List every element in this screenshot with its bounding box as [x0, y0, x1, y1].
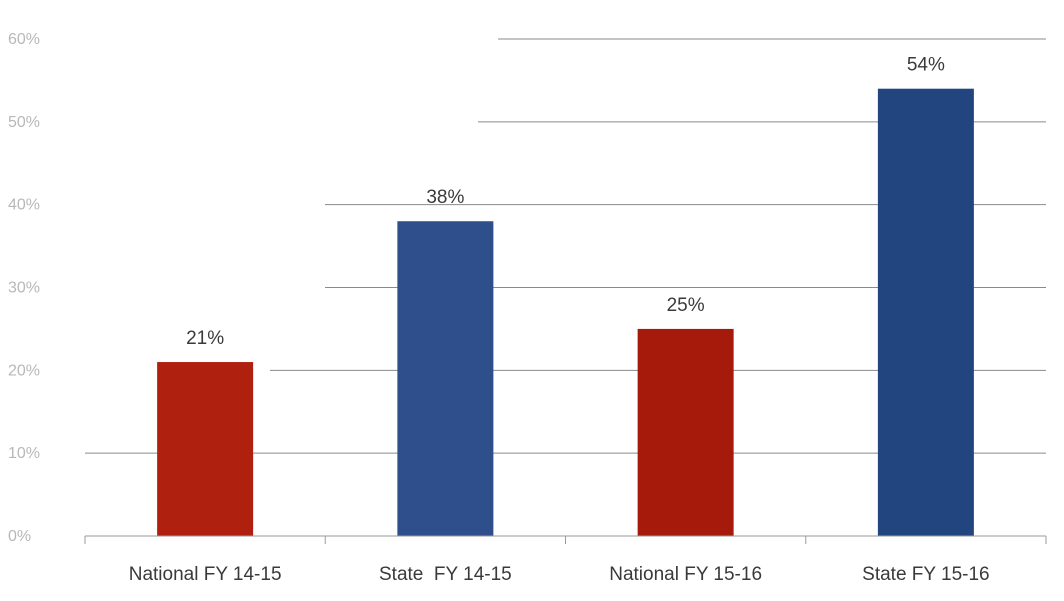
x-category-label: State FY 14-15 — [379, 564, 512, 585]
data-label: 25% — [667, 295, 705, 316]
x-category-label: National FY 14-15 — [129, 564, 282, 585]
data-label: 21% — [186, 328, 224, 349]
bar — [397, 221, 494, 536]
data-labels: 21% 38% 25% 54% — [186, 55, 945, 349]
y-tick-label: 20% — [8, 362, 40, 379]
y-tick-label: 40% — [8, 197, 40, 214]
bar — [637, 328, 734, 536]
x-axis-category-labels: National FY 14-15 State FY 14-15 National … — [129, 564, 990, 585]
bar — [877, 88, 974, 536]
x-axis — [84, 535, 1047, 544]
bars — [157, 88, 974, 536]
x-category-label: National FY 15-16 — [609, 564, 762, 585]
x-category-label: State FY 15-16 — [862, 564, 989, 585]
y-tick-label: 30% — [8, 280, 40, 297]
y-tick-label: 10% — [8, 445, 40, 462]
data-label: 38% — [426, 187, 464, 208]
y-tick-label: 60% — [8, 31, 40, 48]
y-tick-label: 50% — [8, 114, 40, 131]
bar — [157, 362, 254, 536]
data-label: 54% — [907, 55, 945, 76]
y-tick-label: 0% — [8, 528, 31, 545]
y-axis-tick-labels: 0% 10% 20% 30% 40% 50% 60% — [8, 31, 40, 545]
